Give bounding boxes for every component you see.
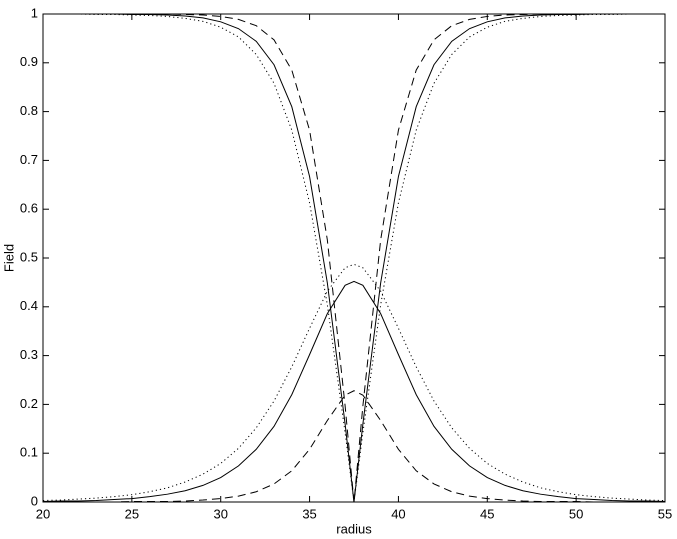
line-series <box>42 280 666 503</box>
x-axis-label: radius <box>336 521 372 536</box>
y-tick-label: 0.4 <box>20 298 38 313</box>
y-tick-label: 0.9 <box>20 54 38 69</box>
x-tick-label: 55 <box>658 506 672 521</box>
line-series <box>43 390 665 503</box>
y-tick-label: 0.8 <box>20 103 38 118</box>
x-tick-label: 40 <box>391 506 405 521</box>
y-tick-label: 0.1 <box>20 445 38 460</box>
y-tick-label: 0.7 <box>20 152 38 167</box>
y-tick-label: 0.2 <box>20 396 38 411</box>
y-tick-label: 0.6 <box>20 201 38 216</box>
x-tick-label: 25 <box>125 506 139 521</box>
y-tick-label: 0 <box>31 493 38 508</box>
line-series <box>42 263 666 502</box>
line-series <box>43 13 665 503</box>
y-tick-label: 0.5 <box>20 249 38 264</box>
x-tick-label: 30 <box>213 506 227 521</box>
y-tick-label: 1 <box>31 5 38 20</box>
x-tick-label: 35 <box>302 506 316 521</box>
y-tick-label: 0.3 <box>20 347 38 362</box>
y-axis-label: Field <box>1 244 16 272</box>
x-tick-label: 20 <box>36 506 50 521</box>
x-tick-label: 45 <box>480 506 494 521</box>
x-tick-label: 50 <box>569 506 583 521</box>
